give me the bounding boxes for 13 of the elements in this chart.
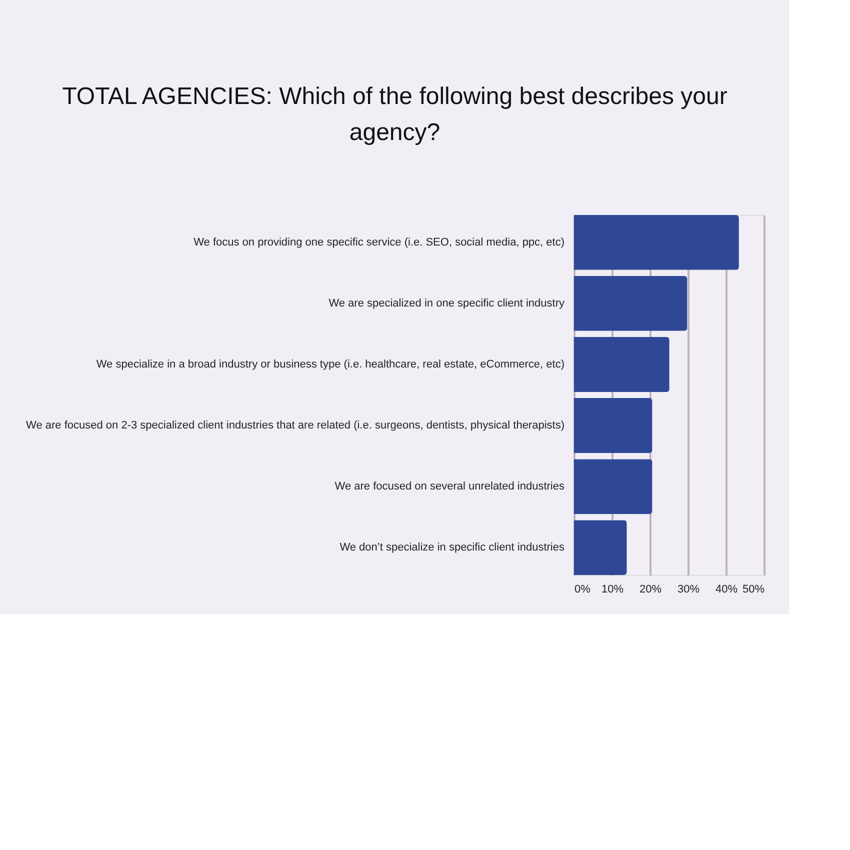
y-tick-label: We focus on providing one specific service (i.e. SEO, social media, ppc, etc) xyxy=(194,236,564,248)
x-tick-label: 0% xyxy=(574,584,591,596)
x-tick-label: 50% xyxy=(742,584,765,596)
x-tick-label: 20% xyxy=(639,584,662,596)
y-tick-label: We are focused on 2-3 specialized client industries that are related (i.e. surgeons, dentists, physical therapists) xyxy=(26,420,564,432)
y-tick-label: We don’t specialize in specific client industries xyxy=(340,542,565,554)
y-tick-label: We are specialized in one specific client industry xyxy=(328,297,565,310)
y-tick-label: We are focused on several unrelated industries xyxy=(334,480,565,493)
y-tick-label: We specialize in a broad industry or business type (i.e. healthcare, real estate, eCommerce, etc) xyxy=(96,358,564,370)
x-tick-label: 40% xyxy=(715,584,738,596)
x-tick-label: 10% xyxy=(601,584,624,596)
chart-title: TOTAL AGENCIES: Which of the following best describes your agency? xyxy=(62,83,728,146)
x-tick-label: 30% xyxy=(677,584,700,596)
